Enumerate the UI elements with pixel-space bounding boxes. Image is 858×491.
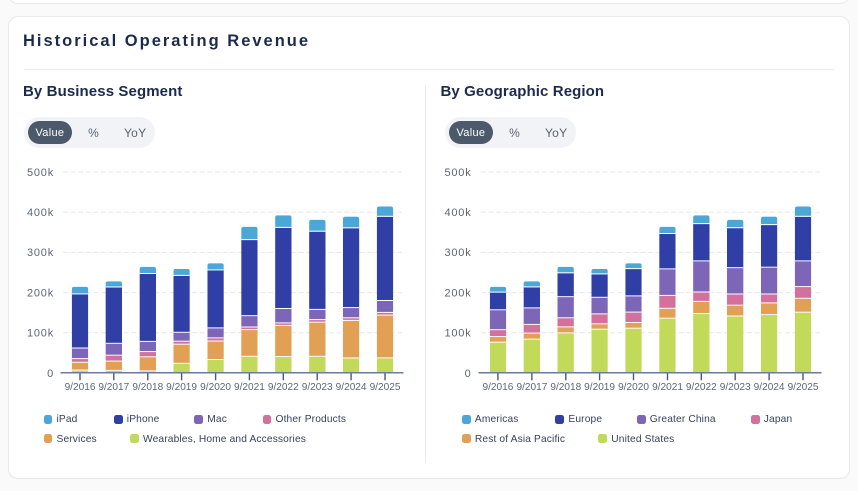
svg-text:200k: 200k: [444, 287, 471, 299]
svg-text:9/2021: 9/2021: [234, 382, 265, 393]
svg-text:9/2017: 9/2017: [516, 382, 547, 393]
svg-text:9/2022: 9/2022: [268, 382, 299, 393]
svg-text:0: 0: [47, 368, 54, 380]
svg-text:9/2016: 9/2016: [65, 382, 96, 393]
svg-text:9/2024: 9/2024: [754, 382, 785, 393]
svg-text:9/2025: 9/2025: [788, 382, 819, 393]
svg-text:9/2023: 9/2023: [720, 382, 751, 393]
svg-text:9/2022: 9/2022: [686, 382, 717, 393]
svg-text:300k: 300k: [444, 247, 471, 259]
svg-text:9/2018: 9/2018: [132, 382, 163, 393]
svg-text:9/2019: 9/2019: [584, 382, 615, 393]
svg-text:300k: 300k: [27, 247, 54, 259]
svg-text:200k: 200k: [27, 287, 54, 299]
svg-text:100k: 100k: [444, 328, 471, 340]
svg-text:500k: 500k: [27, 167, 54, 179]
svg-text:9/2017: 9/2017: [98, 382, 129, 393]
svg-text:9/2020: 9/2020: [618, 382, 649, 393]
svg-text:9/2018: 9/2018: [550, 382, 581, 393]
svg-text:9/2021: 9/2021: [652, 382, 683, 393]
svg-text:400k: 400k: [444, 207, 471, 219]
svg-text:0: 0: [465, 368, 472, 380]
svg-text:100k: 100k: [27, 328, 54, 340]
svg-text:9/2020: 9/2020: [200, 382, 231, 393]
svg-text:9/2024: 9/2024: [336, 382, 367, 393]
svg-text:9/2019: 9/2019: [166, 382, 197, 393]
svg-text:400k: 400k: [27, 207, 54, 219]
svg-text:500k: 500k: [444, 167, 471, 179]
svg-text:9/2025: 9/2025: [370, 382, 401, 393]
svg-text:9/2023: 9/2023: [302, 382, 333, 393]
svg-text:9/2016: 9/2016: [482, 382, 513, 393]
